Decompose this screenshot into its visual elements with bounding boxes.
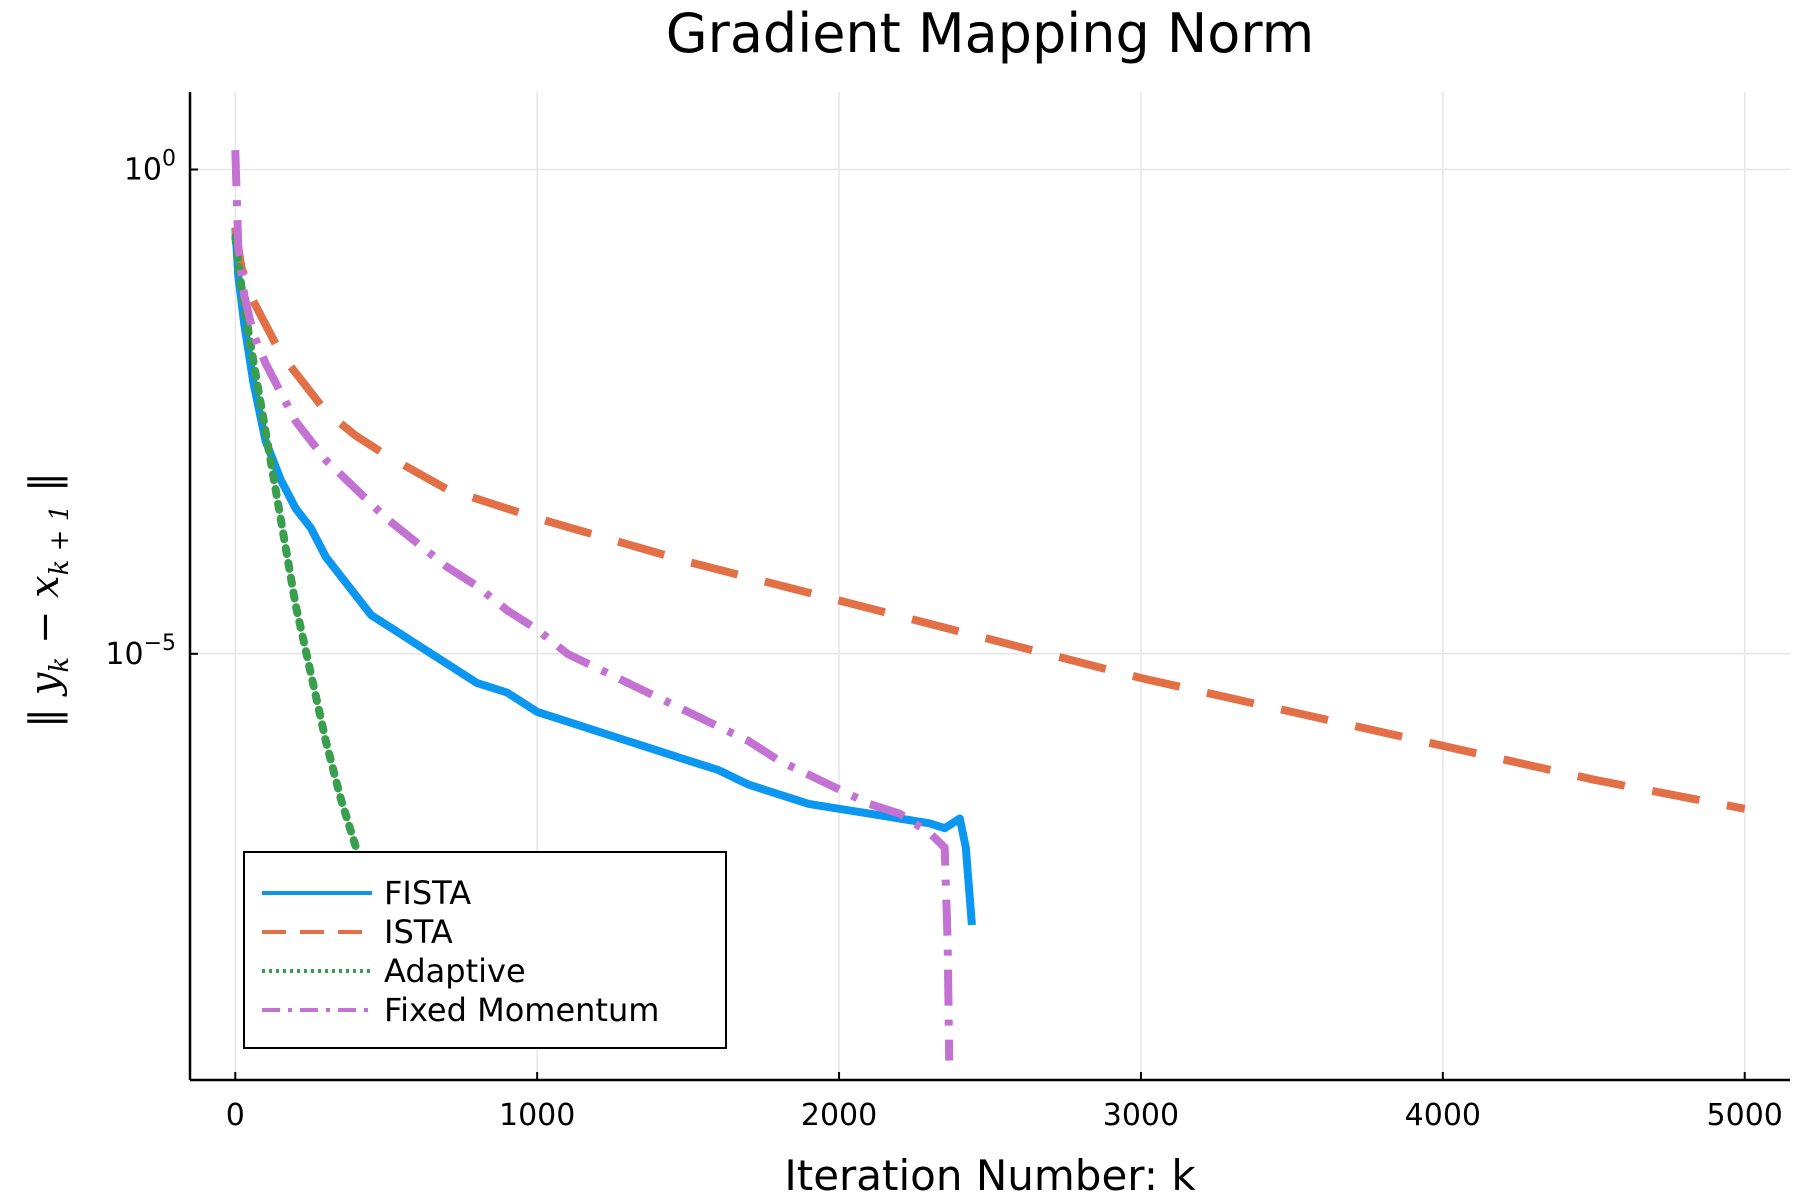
x-tick-label: 0 [226,1098,245,1133]
legend-box [243,851,727,1049]
series-line-adaptive [231,233,370,891]
grid [190,92,1790,1080]
series-line-fista [231,227,976,926]
legend-label: FISTA [384,874,471,912]
x-tick-label: 2000 [801,1098,877,1133]
legend-label: Fixed Momentum [384,991,659,1029]
y-tick-label: 100 [124,146,176,187]
chart-title: Gradient Mapping Norm [666,2,1314,65]
series-line-ista [231,226,1746,813]
y-ticks: 100 10−5 [105,146,198,672]
legend-label: ISTA [384,913,453,951]
y-axis-label: ‖ yk − xk + 1 ‖ [22,472,75,728]
series-line-fixed-momentum [231,149,954,1061]
x-tick-label: 4000 [1405,1098,1481,1133]
legend-label: Adaptive [384,952,526,990]
x-tick-label: 3000 [1103,1098,1179,1133]
x-axis-label: Iteration Number: k [784,1151,1196,1200]
x-tick-label: 5000 [1707,1098,1783,1133]
series-lines [231,149,1746,1061]
x-tick-label: 1000 [499,1098,575,1133]
y-tick-label: 10−5 [105,631,176,672]
x-ticks: 0 1000 2000 3000 4000 5000 [226,1072,1783,1133]
